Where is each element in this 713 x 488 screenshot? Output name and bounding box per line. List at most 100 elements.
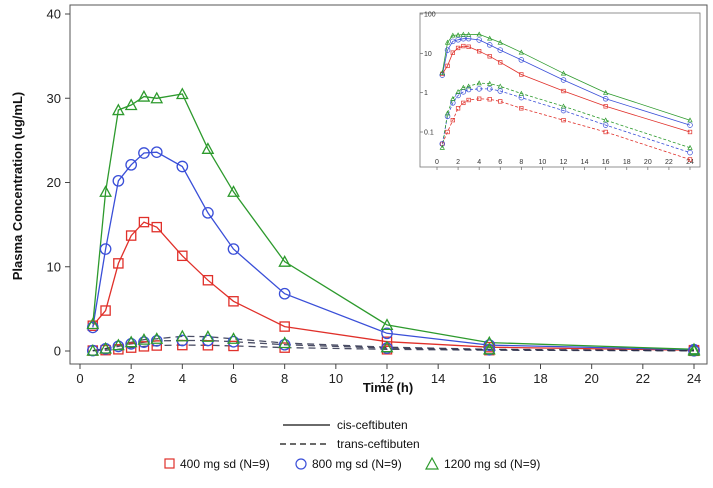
- inset-point-trans-circle: [497, 88, 504, 94]
- series-line-cis-2: [92, 93, 695, 350]
- inset-point-trans-triangle: [439, 144, 445, 150]
- inset-point-cis-square: [461, 43, 466, 49]
- data-point-cis-triangle: [278, 255, 292, 267]
- inset-point-trans-square: [461, 100, 466, 106]
- data-point-cis-square: [177, 250, 188, 262]
- x-tick-label: 24: [687, 371, 701, 386]
- data-point-cis-triangle: [482, 335, 496, 348]
- data-point-cis-square: [113, 258, 124, 269]
- data-point-cis-triangle: [86, 317, 100, 330]
- inset-point-cis-triangle: [455, 32, 461, 38]
- inset-point-trans-square: [687, 157, 693, 162]
- inset-line-cis-2: [441, 33, 691, 121]
- inset-point-cis-square: [561, 88, 566, 94]
- data-point-cis-square: [100, 305, 111, 316]
- legend-1200mg: 1200 mg sd (N=9): [424, 456, 540, 471]
- inset-point-cis-circle: [486, 42, 493, 48]
- inset-point-trans-square: [603, 129, 608, 135]
- data-point-trans-triangle: [482, 342, 496, 355]
- inset-point-cis-circle: [518, 57, 525, 63]
- x-tick-label: 6: [230, 371, 237, 386]
- inset-point-trans-circle: [486, 86, 493, 92]
- legend-circle-marker: [295, 458, 307, 470]
- inset-point-cis-circle: [439, 72, 446, 78]
- inset-line-trans-5: [441, 82, 691, 149]
- y-tick-label: 0: [54, 344, 61, 359]
- x-tick-label: 12: [380, 371, 394, 386]
- inset-x-tick-label: 16: [602, 159, 610, 166]
- inset-point-trans-square: [519, 106, 524, 111]
- data-point-trans-triangle: [99, 341, 112, 354]
- inset-x-tick-label: 8: [519, 159, 523, 166]
- inset-point-cis-square: [687, 129, 693, 135]
- inset-point-trans-square: [498, 99, 503, 104]
- inset-point-cis-triangle: [560, 70, 567, 76]
- inset-point-cis-circle: [455, 37, 461, 43]
- inset-point-cis-circle: [476, 37, 482, 43]
- inset-point-trans-triangle: [460, 84, 467, 90]
- inset-x-tick-label: 22: [665, 159, 673, 166]
- x-axis-title: Time (h): [363, 380, 413, 395]
- data-point-cis-triangle: [124, 98, 138, 111]
- data-point-cis-circle: [99, 243, 112, 255]
- x-tick-label: 10: [329, 371, 343, 386]
- legend-cis-label: cis-ceftibuten: [337, 418, 408, 432]
- data-point-cis-square: [202, 274, 214, 286]
- inset-point-cis-square: [450, 50, 455, 55]
- inset-y-tick-label: 1: [424, 90, 428, 97]
- data-point-cis-circle: [125, 158, 138, 171]
- inset-point-trans-square: [445, 129, 450, 135]
- legend-1200mg-label: 1200 mg sd (N=9): [444, 457, 540, 471]
- inset-line-cis-1: [441, 38, 691, 126]
- inset-point-cis-circle: [444, 47, 451, 53]
- data-point-cis-circle: [381, 327, 393, 340]
- inset-point-trans-circle: [465, 86, 472, 93]
- inset-point-cis-triangle: [444, 39, 451, 45]
- inset-point-cis-circle: [602, 96, 609, 102]
- data-point-cis-triangle: [175, 87, 189, 100]
- data-point-cis-circle: [150, 146, 163, 159]
- inset-point-trans-circle: [455, 92, 461, 99]
- inset-x-tick-label: 20: [644, 159, 652, 166]
- legend-triangle-marker: [424, 456, 440, 470]
- inset-point-cis-circle: [450, 38, 456, 45]
- series-markers: [86, 87, 701, 357]
- inset-point-trans-square: [466, 97, 471, 103]
- legend-trans-label: trans-ceftibuten: [337, 437, 420, 451]
- inset-point-cis-triangle: [518, 49, 524, 55]
- inset-point-trans-circle: [476, 86, 482, 92]
- inset-point-cis-triangle: [476, 31, 482, 37]
- data-point-trans-triangle: [124, 335, 138, 348]
- data-point-trans-circle: [278, 338, 291, 351]
- inset-point-cis-square: [603, 104, 608, 109]
- data-point-cis-circle: [176, 160, 189, 173]
- y-tick-label: 20: [47, 175, 61, 190]
- inset-x-tick-label: 0: [435, 159, 439, 166]
- inset-point-trans-triangle: [518, 90, 524, 96]
- data-point-trans-triangle: [175, 329, 189, 342]
- inset-x-tick-label: 18: [623, 159, 631, 166]
- data-point-trans-square: [138, 341, 150, 352]
- data-point-cis-circle: [202, 206, 214, 219]
- data-point-trans-square: [151, 340, 162, 351]
- data-point-cis-square: [381, 336, 393, 347]
- data-point-cis-circle: [138, 147, 150, 159]
- inset-point-cis-square: [466, 44, 471, 49]
- inset-point-cis-circle: [560, 77, 567, 83]
- x-tick-label: 22: [636, 371, 650, 386]
- inset-point-trans-triangle: [487, 80, 493, 86]
- y-tick-label: 40: [47, 7, 61, 22]
- data-point-cis-triangle: [150, 91, 164, 104]
- legend-800mg-label: 800 mg sd (N=9): [312, 457, 402, 471]
- data-point-cis-triangle: [99, 185, 112, 197]
- x-tick-label: 8: [281, 371, 288, 386]
- inset-line-trans-3: [441, 98, 691, 160]
- legend-800mg: 800 mg sd (N=9): [295, 457, 402, 471]
- legend: cis-ceftibuten trans-ceftibuten 400 mg s…: [164, 418, 540, 471]
- data-point-trans-triangle: [137, 332, 151, 345]
- inset-point-cis-triangle: [439, 69, 445, 75]
- inset-x-tick-label: 4: [477, 159, 481, 166]
- x-tick-label: 16: [482, 371, 496, 386]
- x-tick-label: 14: [431, 371, 445, 386]
